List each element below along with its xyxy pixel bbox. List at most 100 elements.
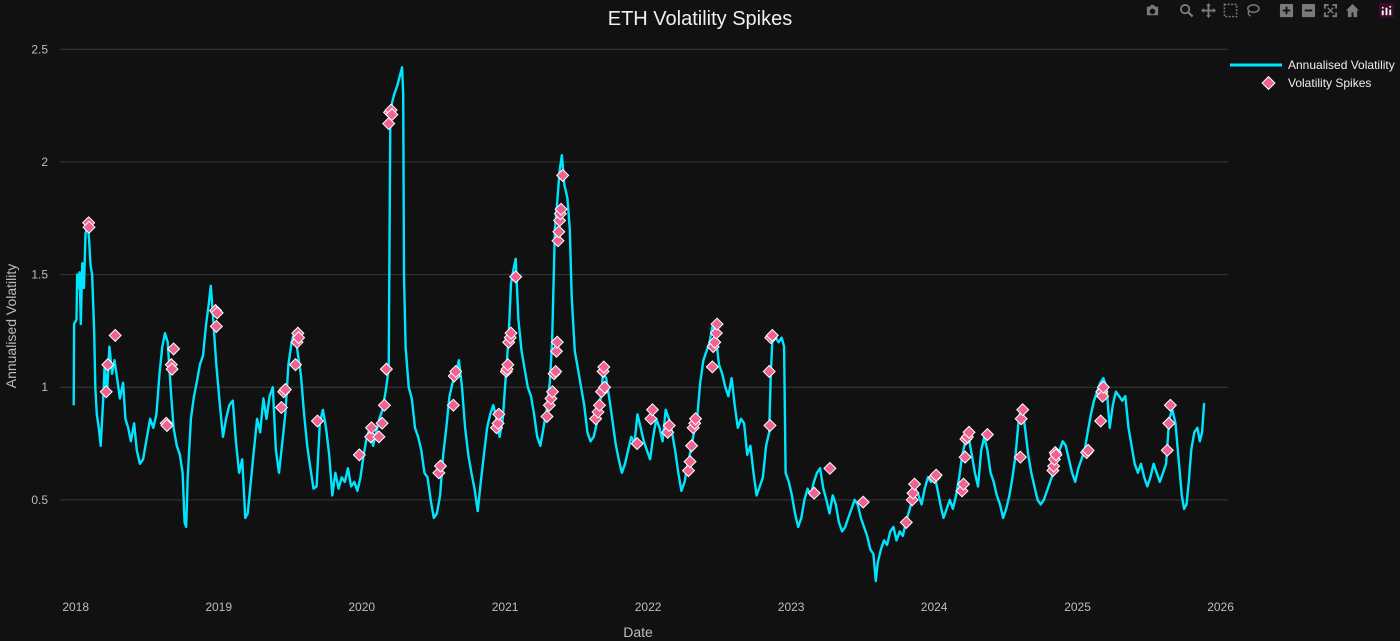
spike-marker[interactable] (274, 400, 289, 415)
spike-marker[interactable] (501, 358, 515, 372)
x-axis-ticks: 2018 2019 2020 2021 2022 2023 2024 2025 2026 (62, 600, 1234, 614)
spike-marker[interactable] (1096, 380, 1111, 394)
zoom-out-icon[interactable] (1298, 1, 1318, 19)
home-icon[interactable] (1342, 1, 1362, 19)
spike-marker[interactable] (1163, 398, 1178, 412)
spike-marker[interactable] (491, 416, 505, 430)
spike-marker[interactable] (1081, 443, 1095, 457)
autoscale-icon[interactable] (1320, 1, 1340, 19)
spike-marker[interactable] (645, 403, 660, 417)
spike-marker[interactable] (549, 344, 564, 358)
spike-marker[interactable] (554, 202, 568, 216)
spike-marker[interactable] (509, 270, 523, 284)
spike-marker[interactable] (550, 335, 564, 349)
spike-marker[interactable] (82, 220, 96, 234)
spike-marker[interactable] (492, 407, 506, 421)
spike-marker[interactable] (551, 234, 565, 248)
spike-marker[interactable] (549, 364, 563, 379)
spike-marker[interactable] (1094, 414, 1108, 428)
x-tick-label: 2018 (62, 600, 89, 614)
spike-marker[interactable] (352, 448, 366, 462)
spike-marker[interactable] (597, 380, 612, 394)
spike-marker[interactable] (688, 412, 703, 426)
spike-marker[interactable] (681, 463, 696, 478)
spike-marker[interactable] (446, 398, 460, 412)
spike-marker[interactable] (385, 107, 399, 122)
spike-marker[interactable] (597, 360, 611, 374)
camera-icon[interactable] (1142, 1, 1162, 19)
spike-marker[interactable] (377, 398, 392, 412)
zoom-icon[interactable] (1176, 1, 1196, 19)
spike-marker[interactable] (291, 331, 306, 345)
spike-marker[interactable] (288, 358, 303, 372)
spike-marker[interactable] (1095, 389, 1110, 403)
spike-marker[interactable] (545, 385, 560, 399)
spike-marker[interactable] (160, 418, 174, 433)
spike-marker[interactable] (684, 439, 699, 453)
spike-marker[interactable] (1049, 448, 1063, 462)
spike-marker[interactable] (823, 461, 837, 475)
spike-marker[interactable] (433, 459, 448, 473)
spike-marker[interactable] (540, 409, 554, 424)
y-tick-label: 2.5 (31, 42, 48, 56)
spike-marker[interactable] (705, 360, 719, 374)
legend[interactable]: Annualised Volatility Volatility Spikes (1230, 58, 1395, 91)
pan-icon[interactable] (1198, 1, 1218, 19)
spike-marker[interactable] (929, 468, 943, 482)
spike-marker[interactable] (958, 450, 972, 464)
spike-marker[interactable] (592, 398, 607, 412)
spike-marker[interactable] (375, 416, 389, 430)
spike-marker[interactable] (372, 430, 386, 444)
spike-marker[interactable] (762, 364, 776, 379)
x-tick-label: 2024 (921, 600, 948, 614)
lasso-select-icon[interactable] (1242, 1, 1262, 19)
legend-item-volatility[interactable]: Annualised Volatility (1288, 58, 1395, 72)
spike-marker[interactable] (310, 414, 325, 428)
spike-marker[interactable] (907, 477, 922, 491)
box-select-icon[interactable] (1220, 1, 1240, 19)
plotly-logo-icon[interactable] (1376, 1, 1396, 19)
spike-marker[interactable] (980, 427, 995, 442)
spike-marker[interactable] (710, 317, 724, 331)
y-axis-title: Annualised Volatility (3, 264, 19, 389)
spike-marker[interactable] (504, 326, 518, 340)
spike-marker[interactable] (709, 326, 723, 340)
spike-marker[interactable] (165, 362, 179, 376)
spike-marker[interactable] (899, 515, 913, 530)
spike-marker[interactable] (449, 364, 463, 379)
spike-marker[interactable] (763, 418, 777, 433)
spike-marker[interactable] (364, 430, 378, 444)
spike-marker[interactable] (630, 436, 644, 451)
spike-marker[interactable] (662, 418, 676, 433)
spike-marker[interactable] (379, 362, 394, 376)
spike-marker[interactable] (209, 319, 223, 334)
spike-marker[interactable] (765, 328, 779, 343)
spike-marker[interactable] (956, 477, 971, 491)
legend-item-spikes[interactable]: Volatility Spikes (1288, 76, 1371, 90)
y-axis-ticks: 0.5 1 1.5 2 2.5 (31, 42, 48, 507)
spike-marker[interactable] (962, 425, 976, 439)
spike-marker[interactable] (278, 382, 292, 397)
spike-marker[interactable] (1160, 443, 1174, 457)
spike-marker[interactable] (906, 486, 920, 500)
spike-marker[interactable] (99, 385, 113, 399)
spike-marker[interactable] (1014, 412, 1028, 426)
spike-marker[interactable] (1016, 403, 1030, 417)
spike-marker[interactable] (1013, 450, 1027, 464)
x-axis-title: Date (623, 624, 653, 640)
spike-marker[interactable] (807, 486, 821, 500)
spike-marker[interactable] (856, 495, 870, 509)
spike-marker[interactable] (683, 454, 697, 469)
spike-marker[interactable] (708, 335, 722, 349)
spike-marker[interactable] (210, 306, 224, 320)
zoom-in-icon[interactable] (1276, 1, 1296, 19)
y-tick-label: 1 (41, 380, 48, 394)
spike-marker[interactable] (108, 328, 122, 343)
spike-marker[interactable] (1162, 416, 1176, 430)
spike-marker[interactable] (552, 225, 566, 239)
spike-marker[interactable] (364, 421, 379, 435)
spike-marker[interactable] (556, 168, 570, 183)
spike-marker[interactable] (166, 342, 181, 356)
spike-marker[interactable] (101, 358, 115, 372)
spike-marker[interactable] (644, 412, 658, 426)
